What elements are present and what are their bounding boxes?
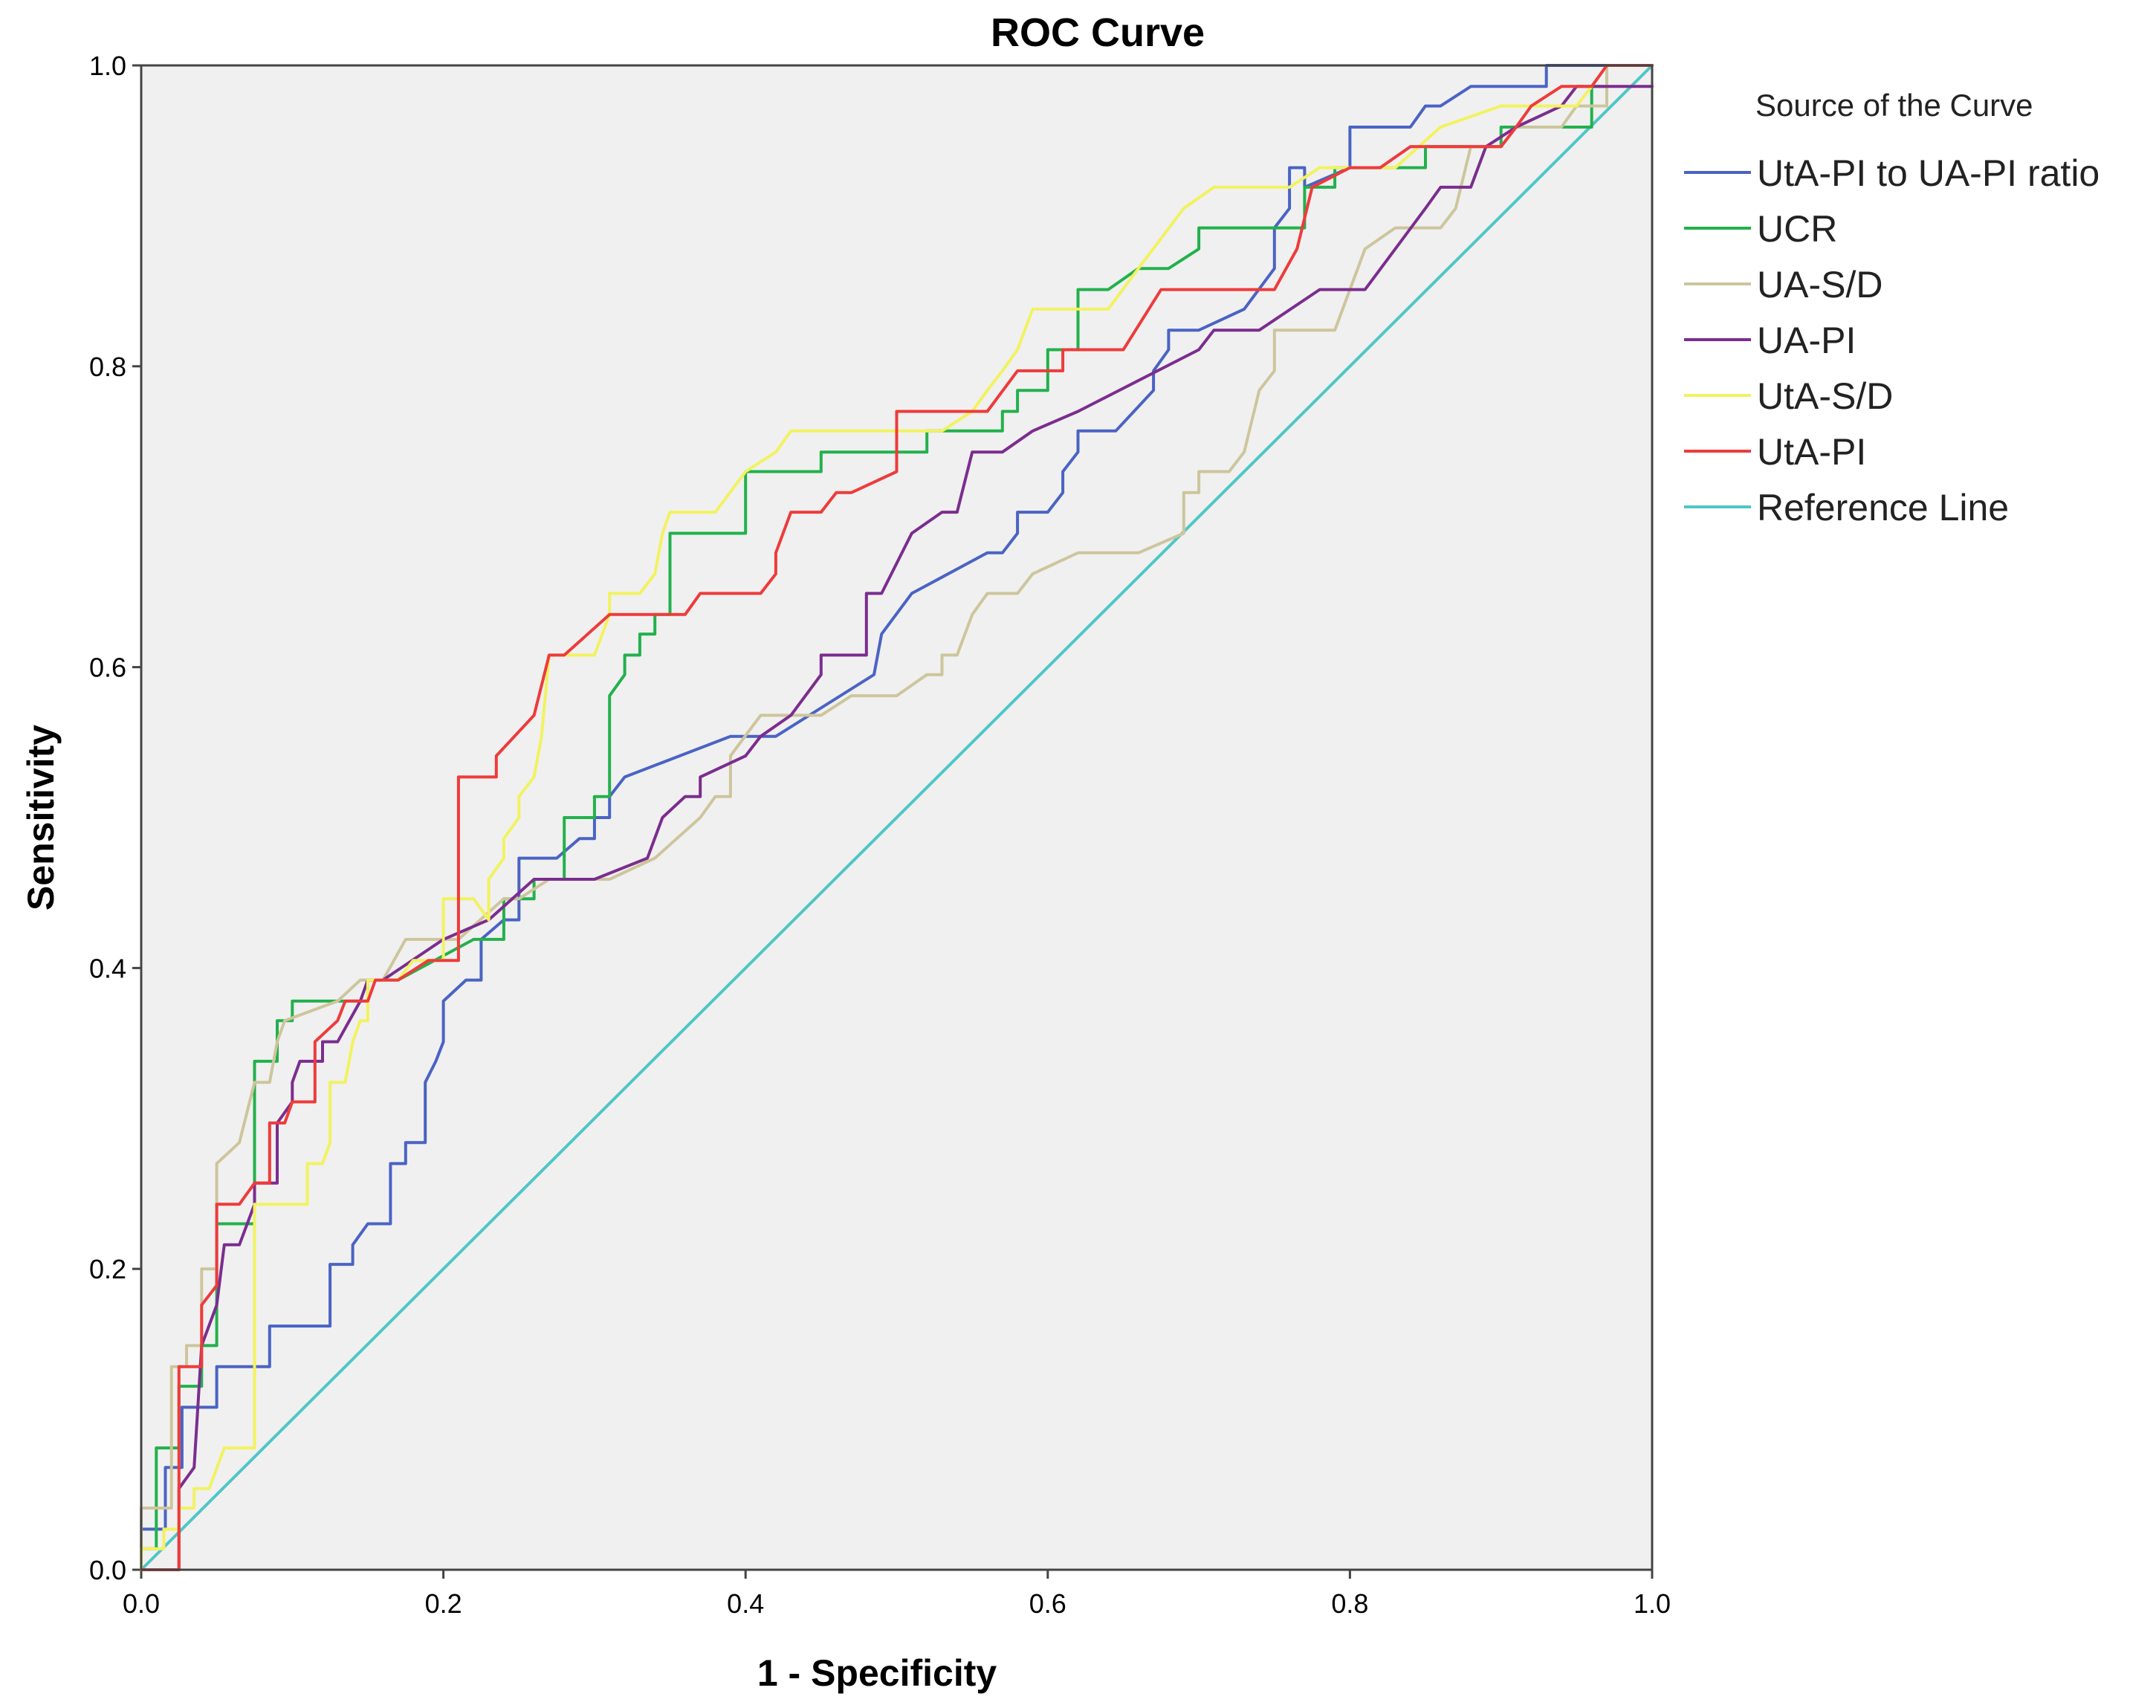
legend-item-ucr: UCR — [1684, 208, 1837, 250]
chart-title: ROC Curve — [991, 10, 1205, 55]
legend-label: UtA-PI to UA-PI ratio — [1757, 152, 2100, 194]
y-axis-title: Sensitivity — [20, 725, 62, 910]
series-layer — [140, 64, 1654, 1571]
series-line-uta-s-d — [140, 64, 1654, 1571]
series-line-ua-s-d — [140, 64, 1654, 1571]
y-tick-label: 0.8 — [89, 352, 126, 382]
legend-item-ua-s-d: UA-S/D — [1684, 264, 1883, 305]
y-tick-label: 0.0 — [89, 1555, 126, 1585]
plot-frame — [140, 64, 1654, 1571]
x-axis-ticks: 0.0 0.2 0.4 0.6 0.8 1.0 — [123, 1570, 1671, 1619]
legend-label: UA-S/D — [1757, 264, 1883, 305]
legend-items: UtA-PI to UA-PI ratio UCR UA-S/D UA-PI UtA-S… — [1684, 152, 2100, 528]
series-line-uta-pi-to-ua-pi-ratio — [140, 64, 1654, 1571]
legend-label: UtA-PI — [1757, 431, 1866, 473]
y-axis-ticks: 0.0 0.2 0.4 0.6 0.8 1.0 — [89, 51, 141, 1585]
legend-label: UA-PI — [1757, 320, 1856, 361]
x-tick-label: 0.2 — [425, 1588, 462, 1619]
x-tick-label: 0.6 — [1029, 1588, 1066, 1619]
legend-item-uta-s-d: UtA-S/D — [1684, 375, 1893, 417]
series-line-ucr — [140, 64, 1654, 1571]
legend: Source of the Curve UtA-PI to UA-PI rati… — [1684, 88, 2100, 528]
x-tick-label: 0.0 — [123, 1588, 160, 1619]
legend-item-uta-pi: UtA-PI — [1684, 431, 1866, 473]
x-tick-label: 0.4 — [727, 1588, 764, 1619]
x-tick-label: 0.8 — [1331, 1588, 1368, 1619]
x-tick-label: 1.0 — [1634, 1588, 1671, 1619]
y-tick-label: 0.6 — [89, 653, 126, 683]
legend-item-ua-pi: UA-PI — [1684, 320, 1856, 361]
y-tick-label: 0.2 — [89, 1254, 126, 1284]
y-tick-label: 0.4 — [89, 953, 126, 983]
legend-item-uta-pi-to-ua-pi-ratio: UtA-PI to UA-PI ratio — [1684, 152, 2100, 194]
series-line-reference-line — [140, 64, 1654, 1571]
series-line-uta-pi — [140, 64, 1654, 1571]
y-tick-label: 1.0 — [89, 51, 126, 81]
legend-label: UCR — [1757, 208, 1837, 250]
legend-label: UtA-S/D — [1757, 375, 1893, 417]
x-axis-title: 1 - Specificity — [757, 1652, 997, 1694]
legend-title: Source of the Curve — [1755, 88, 2033, 123]
legend-item-reference-line: Reference Line — [1684, 487, 2009, 528]
legend-label: Reference Line — [1757, 487, 2009, 528]
